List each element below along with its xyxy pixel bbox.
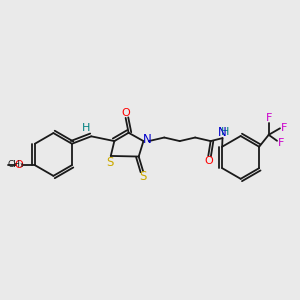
Text: O: O: [204, 156, 213, 166]
Text: F: F: [278, 138, 284, 148]
Text: CH₃: CH₃: [7, 160, 24, 169]
Text: S: S: [106, 156, 114, 169]
Text: H: H: [221, 127, 229, 137]
Text: N: N: [143, 133, 152, 146]
Text: H: H: [82, 123, 90, 133]
Text: F: F: [281, 123, 287, 133]
Text: S: S: [140, 170, 147, 183]
Text: N: N: [218, 126, 226, 139]
Text: F: F: [266, 113, 272, 123]
Text: O: O: [121, 108, 130, 118]
Text: O: O: [14, 160, 23, 170]
